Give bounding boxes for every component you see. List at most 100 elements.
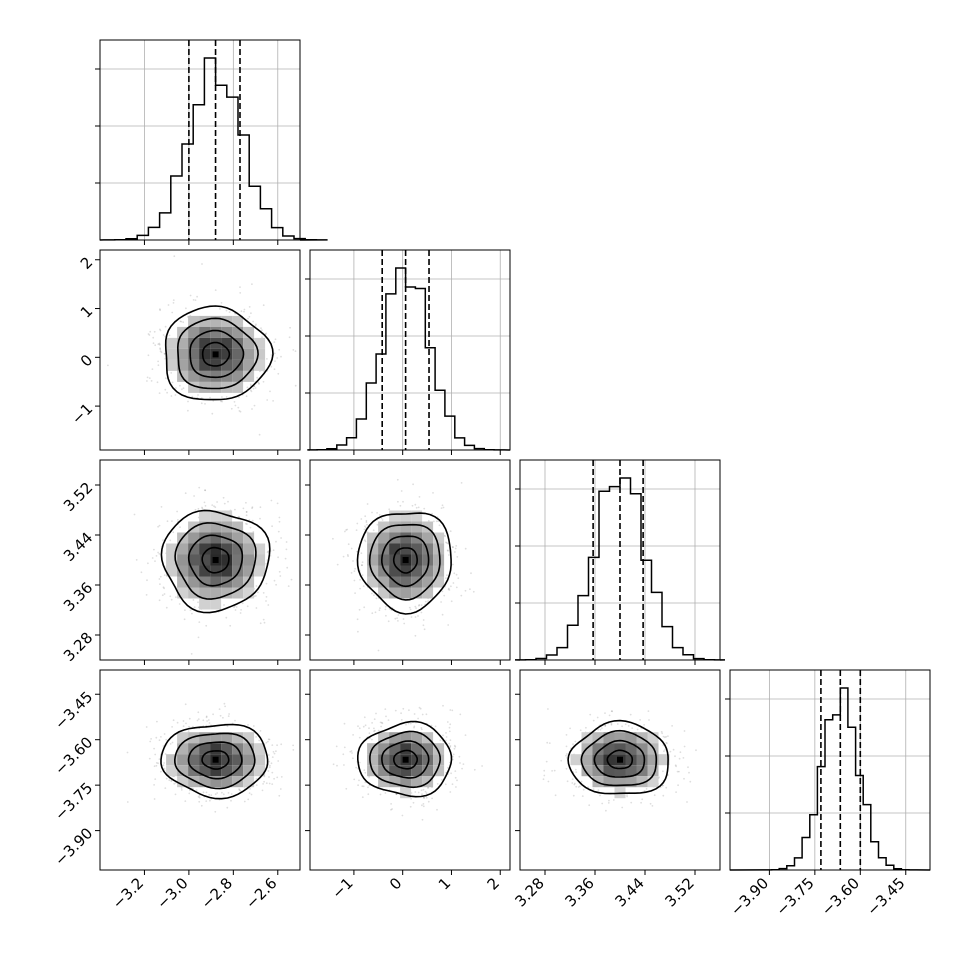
sample-point — [460, 594, 463, 597]
sample-point — [249, 526, 252, 529]
sample-point — [336, 764, 338, 767]
histogram-bars — [729, 687, 931, 871]
sample-point — [352, 757, 354, 760]
sample-point — [408, 709, 410, 712]
sample-point — [683, 745, 686, 748]
contour-line-1 — [381, 740, 430, 779]
sample-point — [191, 395, 194, 398]
density-cell — [658, 754, 670, 766]
sample-point — [444, 783, 447, 786]
sample-point — [145, 594, 148, 596]
sample-point — [367, 793, 370, 796]
sample-point — [441, 590, 444, 593]
sample-point — [394, 617, 397, 620]
sample-point — [254, 324, 257, 327]
density-cell — [243, 348, 255, 360]
density-cell — [210, 576, 222, 588]
sample-point — [221, 400, 224, 403]
sample-point — [345, 787, 348, 790]
density-cell — [221, 359, 233, 371]
sample-point — [543, 769, 546, 772]
density-cell — [625, 765, 637, 777]
sample-point — [280, 776, 283, 778]
sample-point — [547, 708, 549, 710]
density-cell — [177, 348, 189, 360]
density-cell — [166, 348, 178, 360]
density-cell — [166, 359, 178, 371]
sample-point — [147, 562, 149, 565]
sample-point — [157, 525, 160, 528]
sample-point — [470, 572, 472, 575]
y-tick-label: −3.45 — [51, 688, 96, 733]
sample-point — [361, 561, 364, 564]
sample-point — [230, 407, 233, 410]
density-cell — [400, 543, 412, 555]
contour-line-3 — [160, 509, 271, 614]
sample-point — [192, 299, 195, 301]
sample-point — [345, 529, 347, 531]
density-cell — [389, 765, 401, 777]
sample-point — [163, 352, 166, 355]
sample-point — [155, 762, 158, 764]
density-cell — [367, 554, 379, 566]
sample-point — [421, 793, 423, 796]
sample-point — [273, 341, 276, 343]
density-cell — [221, 510, 233, 522]
sample-point — [233, 606, 235, 609]
hist-frame — [309, 249, 511, 451]
density-cell — [614, 765, 626, 777]
density-cell — [210, 587, 222, 599]
density-cell — [221, 348, 233, 360]
density-cell — [221, 326, 233, 338]
x-tick-label: −2.6 — [242, 874, 280, 912]
sample-point — [280, 537, 282, 539]
sample-point — [674, 764, 677, 767]
density-cell — [177, 587, 189, 599]
sample-point — [276, 744, 278, 747]
sample-point — [446, 721, 449, 723]
sample-point — [447, 542, 449, 545]
sample-point — [263, 621, 266, 624]
sample-point — [643, 790, 646, 792]
sample-point — [395, 793, 398, 796]
sample-point — [179, 320, 182, 323]
sample-point — [197, 636, 200, 639]
sample-point — [233, 401, 236, 403]
sample-point — [571, 778, 574, 781]
sample-point — [675, 791, 677, 793]
sample-point — [255, 595, 257, 597]
density-cell — [188, 326, 200, 338]
sample-point — [159, 348, 162, 351]
sample-point — [353, 778, 356, 781]
sample-point — [442, 734, 444, 737]
sample-point — [431, 512, 433, 515]
scatter-panel-2-0 — [95, 459, 301, 665]
sample-point — [359, 578, 361, 581]
sample-point — [342, 555, 345, 558]
sample-point — [246, 386, 249, 389]
sample-point — [178, 603, 181, 605]
sample-point — [649, 802, 652, 805]
sample-point — [271, 783, 274, 785]
sample-point — [363, 716, 366, 719]
sample-point — [343, 722, 346, 725]
density-cell — [243, 743, 255, 755]
sample-point — [450, 600, 453, 603]
sample-point — [158, 524, 161, 527]
sample-point — [266, 551, 269, 554]
x-tick-label: −2.8 — [198, 874, 236, 912]
sample-point — [280, 743, 283, 746]
sample-point — [163, 767, 166, 770]
density-cell — [378, 743, 390, 755]
density-peak — [402, 756, 409, 763]
sample-point — [384, 608, 387, 611]
sample-point — [262, 618, 265, 621]
density-cell — [647, 765, 659, 777]
sample-point — [397, 500, 399, 503]
sample-point — [166, 520, 169, 523]
density-cell — [254, 337, 266, 349]
sample-point — [411, 504, 414, 507]
sample-point — [371, 592, 373, 595]
sample-point — [180, 789, 183, 791]
sample-point — [174, 394, 177, 396]
